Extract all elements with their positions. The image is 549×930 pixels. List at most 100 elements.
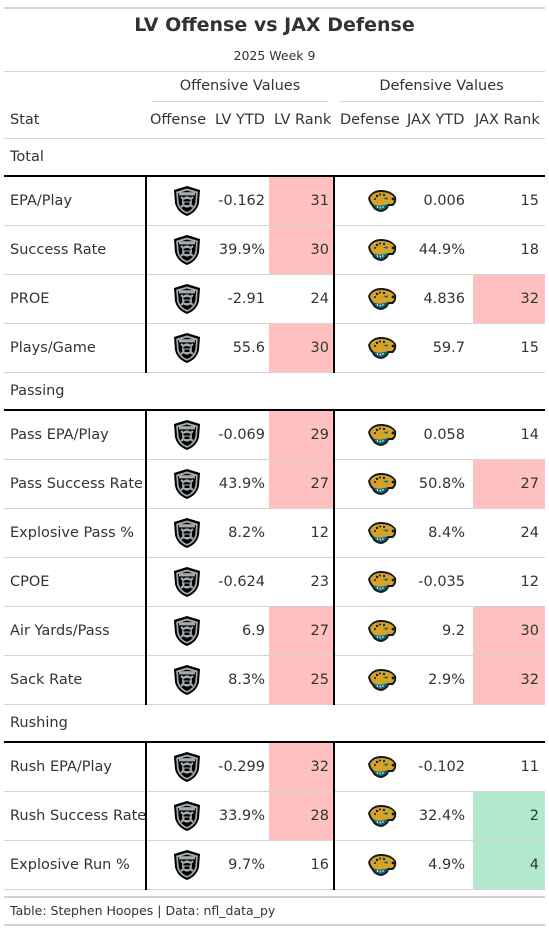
offense-divider: [145, 177, 147, 373]
stat-label: EPA/Play: [10, 193, 73, 209]
group-label: Passing: [10, 383, 65, 399]
top-border: [4, 7, 545, 9]
defense-divider: [333, 411, 335, 705]
raiders-logo-icon: [174, 752, 200, 782]
group-label: Total: [10, 149, 44, 165]
jaguars-logo-icon: [368, 571, 397, 593]
table-row: Pass Success Rate 43.9% 27 50.8% 27: [4, 460, 545, 509]
lv-ytd-value: -0.069: [218, 427, 265, 443]
stat-label: Rush EPA/Play: [10, 759, 112, 775]
table-row: Explosive Pass % 8.2% 12 8.4% 24: [4, 509, 545, 558]
jax-ytd-value: -0.035: [418, 574, 465, 590]
jax-rank-value: 18: [520, 242, 539, 258]
raiders-logo-icon: [174, 801, 200, 831]
jaguars-logo-icon: [368, 239, 397, 261]
jax-rank-value: 12: [520, 574, 539, 590]
jax-ytd-value: 8.4%: [428, 525, 465, 541]
raiders-logo-icon: [174, 616, 200, 646]
table-row: Rush Success Rate 33.9% 28 32.4% 2: [4, 792, 545, 841]
offense-divider: [145, 743, 147, 890]
lv-rank-value: 12: [310, 525, 329, 541]
jax-rank-value: 2: [473, 792, 545, 840]
lv-ytd-value: 55.6: [232, 340, 265, 356]
raiders-logo-icon: [174, 518, 200, 548]
defense-divider: [333, 743, 335, 890]
table-row: Plays/Game 55.6 30 59.7 15: [4, 324, 545, 373]
table-row: PROE -2.91 24 4.836 32: [4, 275, 545, 324]
lv-rank-value: 29: [269, 411, 335, 459]
lv-rank-value: 23: [310, 574, 329, 590]
lv-rank-value: 32: [269, 743, 335, 791]
jaguars-logo-icon: [368, 288, 397, 310]
jax-rank-value: 24: [520, 525, 539, 541]
group-label: Rushing: [10, 715, 68, 731]
offense-divider: [145, 411, 147, 705]
lv-rank-value: 25: [269, 656, 335, 704]
jaguars-logo-icon: [368, 805, 397, 827]
col-offense: Offense: [150, 112, 206, 128]
spanner-defensive-rule: [340, 101, 543, 102]
lv-rank-value: 24: [310, 291, 329, 307]
stat-label: Sack Rate: [10, 672, 83, 688]
lv-ytd-value: -2.91: [227, 291, 265, 307]
jaguars-logo-icon: [368, 190, 397, 212]
jaguars-logo-icon: [368, 854, 397, 876]
stat-label: Plays/Game: [10, 340, 96, 356]
spanner-offensive-label: Offensive Values: [179, 78, 301, 94]
lv-ytd-value: 39.9%: [218, 242, 265, 258]
table-row: Explosive Run % 9.7% 16 4.9% 4: [4, 841, 545, 890]
stat-label: Rush Success Rate: [10, 808, 147, 824]
stat-label: Air Yards/Pass: [10, 623, 110, 639]
defense-divider: [333, 177, 335, 373]
jax-rank-value: 15: [520, 193, 539, 209]
group-row: Rushing: [4, 705, 545, 740]
jax-ytd-value: 50.8%: [418, 476, 465, 492]
lv-ytd-value: -0.624: [218, 574, 265, 590]
lv-rank-value: 30: [269, 324, 335, 372]
stat-label: Explosive Run %: [10, 857, 130, 873]
jaguars-logo-icon: [368, 756, 397, 778]
raiders-logo-icon: [174, 235, 200, 265]
table-row: Pass EPA/Play -0.069 29 0.058 14: [4, 411, 545, 460]
table-row: Rush EPA/Play -0.299 32 -0.102 11: [4, 743, 545, 792]
col-jax-rank: JAX Rank: [475, 112, 540, 128]
jax-rank-value: 30: [473, 607, 545, 655]
lv-ytd-value: 33.9%: [218, 808, 265, 824]
col-stat: Stat: [10, 112, 40, 128]
jax-rank-value: 32: [473, 656, 545, 704]
raiders-logo-icon: [174, 469, 200, 499]
spanner-offensive-rule: [152, 101, 328, 102]
jaguars-logo-icon: [368, 620, 397, 642]
raiders-logo-icon: [174, 333, 200, 363]
table-row: EPA/Play -0.162 31 0.006 15: [4, 177, 545, 226]
group-row: Total: [4, 139, 545, 174]
lv-rank-value: 16: [310, 857, 329, 873]
table-subtitle: 2025 Week 9: [233, 48, 316, 63]
lv-ytd-value: 8.3%: [228, 672, 265, 688]
raiders-logo-icon: [174, 567, 200, 597]
footer-border: [4, 924, 545, 926]
group-divider: [4, 741, 545, 743]
group-divider: [4, 409, 545, 411]
jax-rank-value: 4: [473, 841, 545, 889]
lv-ytd-value: 43.9%: [218, 476, 265, 492]
spanner-defensive: Defensive Values: [336, 78, 547, 102]
col-jax-ytd: JAX YTD: [407, 112, 465, 128]
lv-rank-value: 28: [269, 792, 335, 840]
lv-ytd-value: 6.9: [241, 623, 265, 639]
jax-ytd-value: -0.102: [418, 759, 465, 775]
jax-ytd-value: 4.9%: [428, 857, 465, 873]
lv-ytd-value: -0.162: [218, 193, 265, 209]
table-row: CPOE -0.624 23 -0.035 12: [4, 558, 545, 607]
stat-label: Explosive Pass %: [10, 525, 135, 541]
jax-rank-value: 27: [473, 460, 545, 508]
jax-ytd-value: 44.9%: [418, 242, 465, 258]
lv-rank-value: 30: [269, 226, 335, 274]
jax-ytd-value: 0.058: [423, 427, 465, 443]
jaguars-logo-icon: [368, 522, 397, 544]
lv-rank-value: 27: [269, 460, 335, 508]
table-title: LV Offense vs JAX Defense: [134, 14, 415, 36]
jax-ytd-value: 0.006: [423, 193, 465, 209]
raiders-logo-icon: [174, 420, 200, 450]
